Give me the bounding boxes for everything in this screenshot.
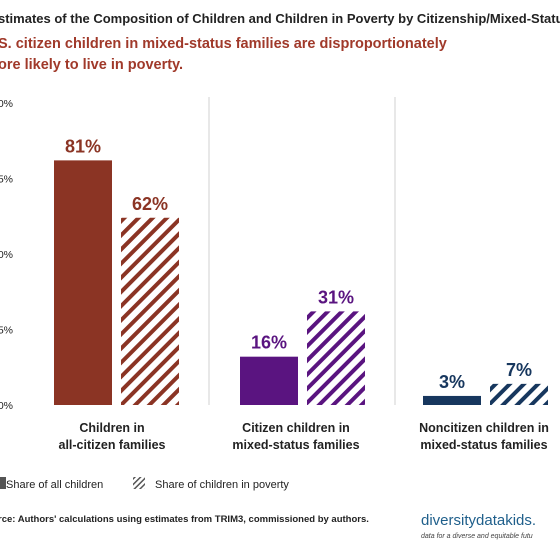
chart-legend: Share of all children Share of children … — [0, 477, 289, 491]
bar-value-label: 16% — [251, 333, 287, 353]
bar-value-label: 62% — [132, 194, 168, 214]
bar-children-in-poverty — [307, 311, 365, 405]
bar-value-label: 7% — [506, 360, 532, 380]
bar-all-children — [423, 395, 481, 405]
category-label-line1: Noncitizen children in — [419, 421, 549, 435]
bar-all-children — [54, 160, 112, 405]
legend-swatch-children-in-poverty — [133, 477, 145, 489]
brand-logo: diversitydatakids. data for a diverse an… — [421, 512, 536, 540]
chart-subtitle-line1: S. citizen children in mixed-status fami… — [0, 36, 447, 52]
logo-tagline: data for a diverse and equitable futu — [421, 533, 533, 540]
y-tick-label: 00% — [0, 400, 13, 412]
category-label-line2: mixed-status families — [232, 438, 359, 452]
y-tick-label: 0% — [0, 98, 13, 110]
legend-swatch-all-children — [0, 477, 6, 489]
chart-title: stimates of the Composition of Children … — [0, 11, 560, 26]
chart-subtitle-line2: ore likely to live in poverty. — [0, 57, 183, 73]
bar-all-children — [240, 356, 298, 405]
category-label-line2: all-citizen families — [59, 438, 166, 452]
y-tick-label: 5% — [0, 174, 13, 186]
bar-children-in-poverty — [121, 217, 179, 405]
y-tick-label: 0% — [0, 249, 13, 261]
legend-label-all-children: Share of all children — [6, 479, 103, 491]
bar-children-in-poverty — [490, 383, 548, 405]
source-note: rce: Authors' calculations using estimat… — [0, 514, 369, 525]
bar-value-label: 81% — [65, 136, 101, 156]
category-label-line2: mixed-status families — [420, 438, 547, 452]
legend-label-children-in-poverty: Share of children in poverty — [155, 479, 289, 491]
y-tick-label: 5% — [0, 325, 13, 337]
bar-value-label: 3% — [439, 372, 465, 392]
logo-wordmark: diversitydatakids. — [421, 512, 536, 529]
bar-value-label: 31% — [318, 287, 354, 307]
category-label-line1: Citizen children in — [242, 421, 350, 435]
category-label-line1: Children in — [79, 421, 144, 435]
